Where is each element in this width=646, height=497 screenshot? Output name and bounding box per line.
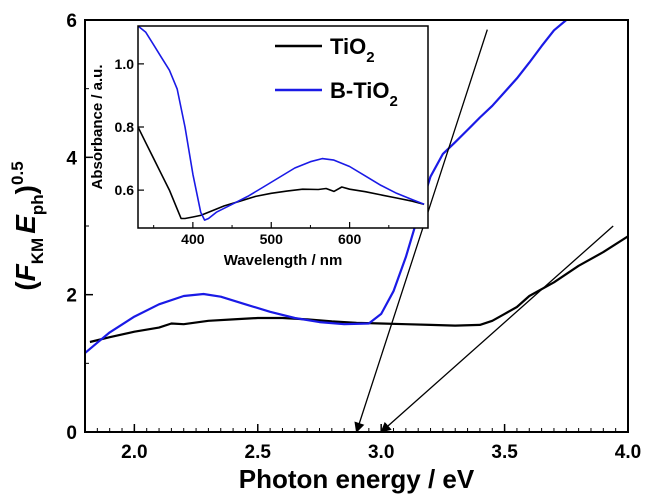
x-tick-label: 2.0 <box>121 442 147 463</box>
inset-plot-area: 400 500 600 0.6 0.8 1.0 Wavelength / nm Absorba… <box>89 25 429 269</box>
y-tick-label: 0 <box>66 423 77 444</box>
y-tick-label: 2 <box>66 286 77 307</box>
legend-label-main: B-TiO <box>330 78 389 103</box>
inset-series-line-1 <box>138 26 425 221</box>
main-plot-area: 2.0 2.5 3.0 3.5 4.0 0 2 4 6 <box>66 11 641 463</box>
tangent-arrow-1 <box>380 225 614 433</box>
inset-series-line-0 <box>138 126 425 220</box>
legend-label-0: TiO2 <box>330 34 375 66</box>
x-tick-label: 3.0 <box>368 442 394 463</box>
x-axis-title: Photon energy / eV <box>239 464 475 494</box>
tangent-arrow-0 <box>354 29 488 433</box>
legend-label-sub: 2 <box>366 49 374 66</box>
inset-x-tick-label: 400 <box>181 231 205 247</box>
main-plot-frame <box>84 19 629 433</box>
inset-y-axis-title: Absorbance / a.u. <box>89 64 106 189</box>
series-line-1 <box>85 20 568 354</box>
inset-y-tick-label: 1.0 <box>115 56 135 72</box>
x-tick-label: 4.0 <box>615 442 641 463</box>
inset-y-tick-label: 0.6 <box>115 182 135 198</box>
inset-frame <box>137 25 429 229</box>
axis-titles: Photon energy / eV (FKMEph)0.5 <box>8 161 475 494</box>
series-line-0 <box>89 235 628 344</box>
legend-label-1: B-TiO2 <box>330 78 398 110</box>
y-axis-title: (FKMEph)0.5 <box>8 161 47 290</box>
x-tick-label: 2.5 <box>245 442 272 463</box>
inset-background <box>138 26 428 228</box>
inset-y-tick-label: 0.8 <box>115 119 135 135</box>
y-tick-label: 6 <box>66 11 77 32</box>
inset-x-tick-label: 600 <box>338 231 362 247</box>
legend-label-main: TiO <box>330 34 366 59</box>
legend-label-sub: 2 <box>389 93 397 110</box>
inset-x-axis-title: Wavelength / nm <box>224 252 343 269</box>
y-tick-label: 4 <box>66 148 77 169</box>
x-tick-label: 3.5 <box>491 442 518 463</box>
inset-x-tick-label: 500 <box>260 231 284 247</box>
